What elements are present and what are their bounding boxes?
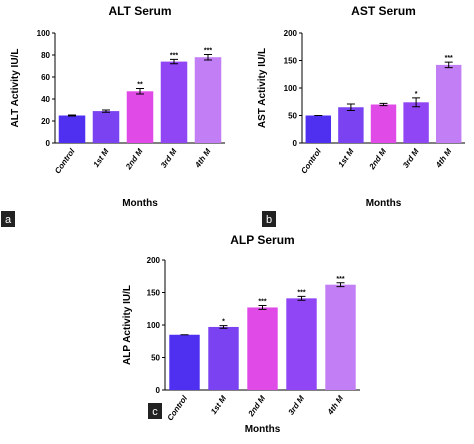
bar: [208, 326, 239, 390]
y-axis-label: AST Activity IU/L: [257, 48, 268, 128]
bar: [58, 115, 86, 143]
y-tick-label: 100: [37, 29, 51, 38]
error-bar: [170, 58, 178, 65]
y-tick-label: 80: [41, 51, 50, 60]
x-tick-label: 3rd M: [401, 147, 421, 170]
bar: [169, 334, 200, 390]
x-axis-label: Months: [245, 424, 281, 435]
x-tick-label: 3rd M: [159, 147, 179, 170]
bar: [92, 111, 120, 143]
y-axis-label: ALT Activity IU/L: [10, 49, 21, 128]
y-tick-label: 200: [147, 256, 161, 265]
y-tick-label: 100: [147, 321, 161, 330]
error-bar: [68, 114, 76, 117]
x-tick-label: 1st M: [92, 147, 111, 169]
significance-label: ***: [204, 47, 212, 54]
bar: [370, 104, 397, 143]
significance-label: ***: [170, 52, 178, 59]
panel-label-box: [262, 211, 276, 227]
x-tick-label: Control: [299, 146, 323, 175]
x-tick-label: 4th M: [433, 147, 453, 170]
y-tick-label: 50: [151, 354, 160, 363]
x-tick-label: 4th M: [193, 147, 213, 170]
y-tick-label: 150: [147, 289, 161, 298]
x-tick-label: 2nd M: [367, 147, 388, 172]
significance-label: ***: [258, 299, 266, 306]
error-bar: [444, 61, 453, 69]
error-bar: [136, 88, 144, 95]
bar: [160, 61, 188, 143]
bar: [126, 91, 154, 143]
x-tick-label: 3rd M: [287, 394, 307, 417]
x-tick-label: Control: [53, 146, 77, 175]
significance-label: *: [415, 91, 418, 98]
error-bar: [258, 305, 267, 310]
y-tick-label: 0: [46, 139, 51, 148]
y-tick-label: 200: [284, 29, 298, 38]
significance-label: **: [137, 82, 143, 89]
error-bar: [346, 103, 355, 112]
bar: [194, 57, 222, 144]
chart-title: AST Serum: [351, 4, 416, 18]
chart-title: ALT Serum: [108, 4, 171, 18]
x-tick-label: Control: [165, 393, 189, 422]
significance-label: ***: [445, 55, 453, 62]
significance-label: ***: [297, 289, 305, 296]
error-bar: [412, 97, 421, 108]
x-tick-label: 1st M: [336, 147, 355, 169]
y-tick-label: 150: [284, 57, 298, 66]
y-tick-label: 0: [156, 386, 161, 395]
x-tick-label: 2nd M: [246, 394, 267, 419]
x-axis-label: Months: [366, 198, 402, 209]
bar: [435, 64, 462, 143]
bar: [305, 115, 332, 143]
panel-label-box: [1, 211, 15, 227]
error-bar: [336, 282, 345, 288]
x-tick-label: 1st M: [209, 394, 228, 416]
y-tick-label: 100: [284, 84, 298, 93]
y-tick-label: 40: [41, 95, 50, 104]
bar: [403, 102, 429, 143]
y-tick-label: 0: [293, 139, 298, 148]
error-bar: [219, 325, 228, 329]
panel-label-box: [148, 403, 162, 419]
x-tick-label: 2nd M: [123, 147, 144, 172]
error-bar: [204, 53, 212, 61]
bar: [247, 307, 278, 390]
bar: [325, 284, 356, 390]
significance-label: ***: [336, 276, 344, 283]
chart-title: ALP Serum: [230, 233, 294, 247]
y-tick-label: 60: [41, 73, 50, 82]
error-bar: [379, 102, 388, 107]
error-bar: [102, 109, 110, 113]
panel-label: a: [5, 214, 12, 226]
x-axis-label: Months: [122, 198, 158, 209]
bar: [286, 298, 317, 390]
panel-label: b: [266, 214, 272, 226]
y-tick-label: 20: [41, 117, 50, 126]
y-tick-label: 50: [288, 112, 297, 121]
y-axis-label: ALP Activity IU/L: [122, 285, 133, 365]
error-bar: [297, 295, 306, 301]
significance-label: *: [222, 319, 225, 326]
bar: [338, 107, 364, 143]
panel-label: c: [152, 406, 158, 418]
x-tick-label: 4th M: [325, 394, 345, 417]
